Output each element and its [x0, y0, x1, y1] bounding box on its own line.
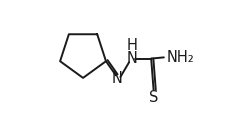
Text: N: N	[112, 71, 122, 86]
Text: H: H	[126, 38, 137, 53]
Text: NH₂: NH₂	[166, 50, 194, 65]
Text: N: N	[126, 51, 137, 66]
Text: S: S	[148, 90, 158, 105]
